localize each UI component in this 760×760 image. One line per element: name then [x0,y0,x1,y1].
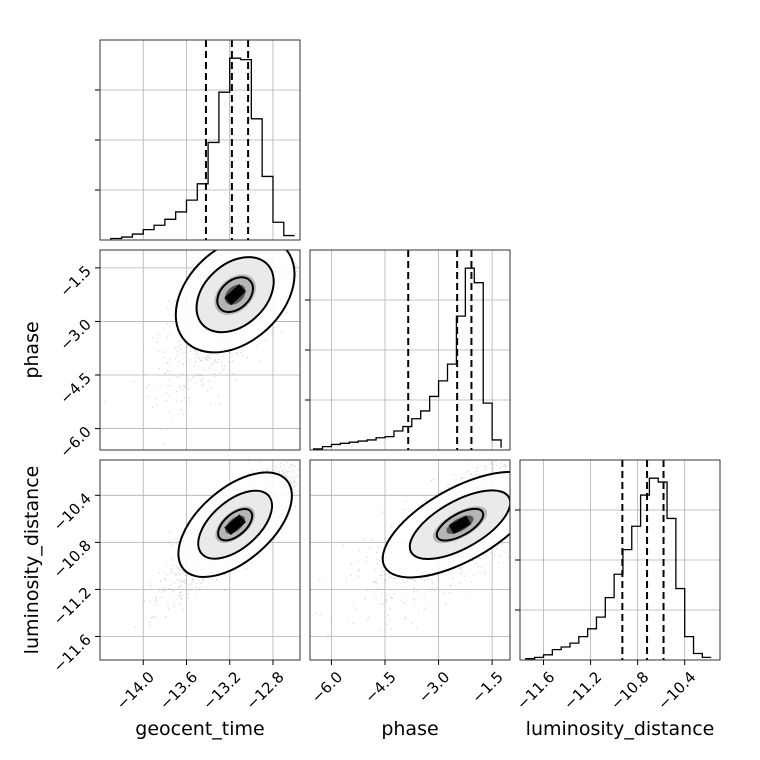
y-tick-label-luminosity_distance: −10.8 [50,536,95,581]
histogram-geocent_time [110,57,295,240]
density-peak [224,514,246,536]
scatter-geocent-time-vs-luminosity-distance-panel: −11.6−11.2−10.8−10.4 −14.0−13.6−13.2−12.8 [50,459,301,713]
contour-line [195,256,275,334]
histogram-luminosity_distance [525,477,712,660]
contour-line [435,507,485,542]
x-axis-label-luminosity-distance: luminosity_distance [526,718,715,740]
contour-line [217,508,254,542]
histogram-phase-panel [305,249,511,451]
y-tick-label-phase: −1.5 [56,262,94,300]
panel-frame [519,459,721,661]
panel-frame [99,39,301,241]
histogram-geocent-time-panel [95,39,301,241]
contour-line [197,489,274,560]
contour-line [408,489,510,560]
x-axis-label-phase: phase [381,718,438,740]
x-tick-label-phase: −6.0 [308,668,346,706]
scatter-content [100,250,300,450]
scatter-content [100,460,300,660]
panel-frame [99,249,301,451]
y-tick-label-phase: −6.0 [56,423,94,461]
panel-frame [99,459,301,661]
x-tick-label-luminosity_distance: −10.4 [654,668,699,713]
panel-frame [309,249,511,451]
scatter-content [310,460,510,660]
contour-line [174,250,296,354]
y-axis-label-luminosity-distance: luminosity_distance [21,466,43,655]
x-tick-label-luminosity_distance: −11.2 [560,668,605,713]
density-peak [448,515,472,534]
y-tick-label-luminosity_distance: −11.6 [50,631,95,676]
histogram-luminosity-distance-panel: −11.6 −11.2 −10.8 −10.4 [513,459,721,713]
y-axis-label-phase: phase [21,321,43,378]
panel-frame [309,459,511,661]
y-tick-label-luminosity_distance: −11.2 [50,584,95,629]
scatter-geocent-time-vs-phase-panel: −6.0 −4.5 −3.0 −1.5 [56,249,301,461]
x-tick-label-phase: −4.5 [361,668,399,706]
x-tick-label-geocent_time: −14.0 [113,668,158,713]
x-tick-label-phase: −1.5 [468,668,506,706]
y-tick-label-phase: −4.5 [56,369,94,407]
x-tick-label-geocent_time: −13.6 [156,668,201,713]
x-tick-label-luminosity_distance: −11.6 [513,668,558,713]
x-tick-label-geocent_time: −13.2 [199,668,244,713]
scatter-phase-vs-luminosity-distance-panel: −6.0 −4.5 −3.0 −1.5 [308,459,511,707]
x-tick-label-geocent_time: −12.8 [242,668,287,713]
contour-line [216,276,254,313]
x-tick-label-phase: −3.0 [415,668,453,706]
y-tick-label-phase: −3.0 [56,316,94,354]
x-tick-label-luminosity_distance: −10.8 [607,668,652,713]
x-axis-label-geocent-time: geocent_time [135,718,264,740]
y-tick-label-luminosity_distance: −10.4 [50,489,95,534]
contour-line [381,470,510,579]
contour-line [177,471,293,578]
density-peak [224,284,246,306]
